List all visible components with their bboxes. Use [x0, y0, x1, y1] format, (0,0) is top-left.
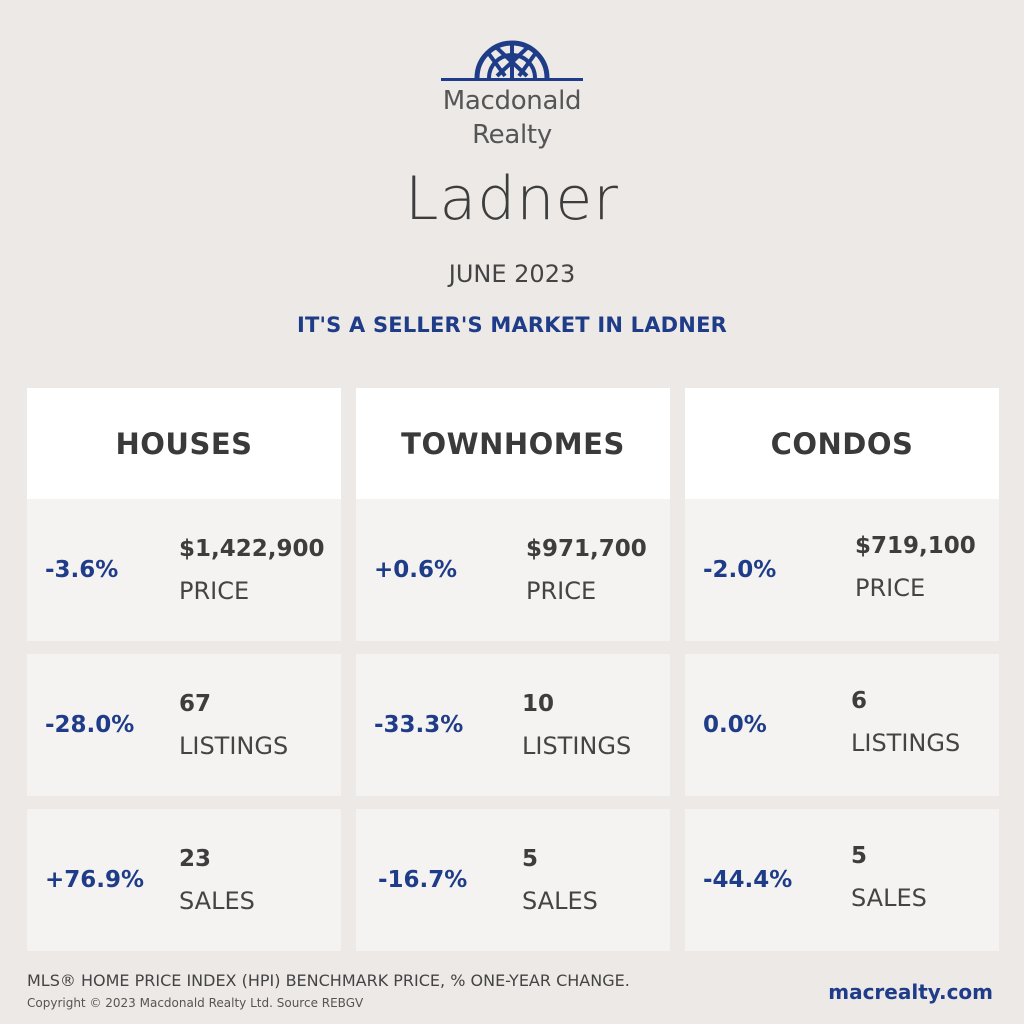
condos-listings-label: LISTINGS: [851, 729, 961, 757]
condos-listings-card: 0.0% 6 LISTINGS: [685, 654, 999, 796]
houses-sales-card: +76.9% 23 SALES: [27, 809, 341, 951]
townhomes-price-label: PRICE: [526, 577, 597, 605]
condos-sales-label: SALES: [851, 884, 927, 912]
houses-listings-change: -28.0%: [45, 712, 135, 738]
townhomes-column: TOWNHOMES +0.6% $971,700 PRICE -33.3% 10…: [356, 388, 670, 951]
houses-sales-value: 23: [179, 846, 212, 872]
brand-name-line2: Realty: [472, 120, 552, 150]
houses-price-label: PRICE: [179, 577, 250, 605]
townhomes-price-card: +0.6% $971,700 PRICE: [356, 499, 670, 641]
condos-price-value: $719,100: [855, 533, 976, 559]
townhomes-sales-card: -16.7% 5 SALES: [356, 809, 670, 951]
houses-price-card: -3.6% $1,422,900 PRICE: [27, 499, 341, 641]
brand-name-line1: Macdonald: [442, 86, 582, 116]
condos-sales-card: -44.4% 5 SALES: [685, 809, 999, 951]
houses-price-change: -3.6%: [45, 557, 119, 583]
townhomes-listings-value: 10: [522, 691, 555, 717]
report-period: JUNE 2023: [448, 260, 576, 288]
market-headline: IT'S A SELLER'S MARKET IN LADNER: [296, 313, 727, 337]
houses-sales-change: +76.9%: [45, 867, 145, 893]
houses-listings-value: 67: [179, 691, 212, 717]
houses-column: HOUSES -3.6% $1,422,900 PRICE -28.0% 67 …: [27, 388, 341, 951]
townhomes-listings-card: -33.3% 10 LISTINGS: [356, 654, 670, 796]
condos-header: CONDOS: [685, 388, 999, 499]
condos-price-change: -2.0%: [703, 557, 777, 583]
sunburst-logo-icon: [441, 40, 583, 81]
townhomes-listings-label: LISTINGS: [522, 732, 632, 760]
houses-listings-card: -28.0% 67 LISTINGS: [27, 654, 341, 796]
townhomes-sales-label: SALES: [522, 887, 598, 915]
condos-price-label: PRICE: [855, 574, 926, 602]
brand-logo: Macdonald Realty: [437, 36, 587, 156]
houses-listings-label: LISTINGS: [179, 732, 289, 760]
condos-price-card: -2.0% $719,100 PRICE: [685, 499, 999, 641]
condos-listings-change: 0.0%: [703, 712, 767, 738]
townhomes-sales-value: 5: [522, 846, 539, 872]
condos-column: CONDOS -2.0% $719,100 PRICE 0.0% 6 LISTI…: [685, 388, 999, 951]
townhomes-price-change: +0.6%: [374, 557, 458, 583]
condos-sales-change: -44.4%: [703, 867, 793, 893]
website-link[interactable]: macrealty.com: [828, 980, 993, 1004]
houses-price-value: $1,422,900: [179, 536, 325, 562]
condos-sales-value: 5: [851, 843, 868, 869]
townhomes-listings-change: -33.3%: [374, 712, 464, 738]
copyright-text: Copyright © 2023 Macdonald Realty Ltd. S…: [27, 996, 364, 1010]
city-title: Ladner: [405, 164, 619, 234]
townhomes-header: TOWNHOMES: [356, 388, 670, 499]
hpi-footnote: MLS® HOME PRICE INDEX (HPI) BENCHMARK PR…: [27, 971, 630, 990]
townhomes-sales-change: -16.7%: [378, 867, 468, 893]
houses-sales-label: SALES: [179, 887, 255, 915]
houses-header: HOUSES: [27, 388, 341, 499]
condos-listings-value: 6: [851, 688, 868, 714]
townhomes-price-value: $971,700: [526, 536, 647, 562]
